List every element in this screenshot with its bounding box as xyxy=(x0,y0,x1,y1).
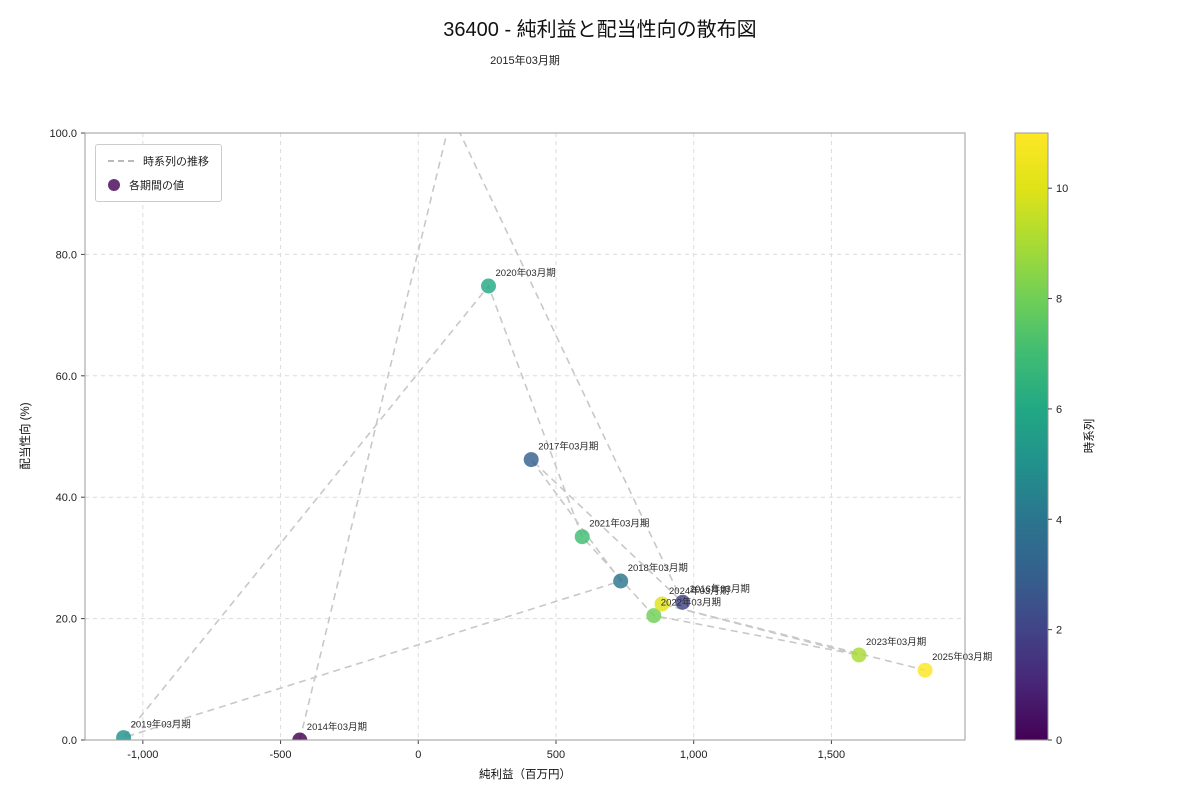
y-tick-label: 40.0 xyxy=(56,492,77,504)
dashed-line-swatch-icon xyxy=(108,160,134,162)
legend-point-label: 各期間の値 xyxy=(129,180,184,192)
point-swatch-icon xyxy=(108,179,120,191)
point-label: 2016年03月期 xyxy=(690,583,750,595)
point-label: 2024年03月期 xyxy=(669,585,729,597)
data-point-2023年03月期[interactable] xyxy=(851,647,867,663)
time-series-line xyxy=(121,133,926,740)
x-tick-label: 1,500 xyxy=(818,749,846,761)
legend-row-line: 時系列の推移 xyxy=(108,153,209,169)
data-point-2014年03月期[interactable] xyxy=(292,732,308,748)
legend-row-point: 各期間の値 xyxy=(108,177,209,193)
colorbar-tick-label: 0 xyxy=(1056,735,1062,747)
y-tick-label: 20.0 xyxy=(56,614,77,626)
data-point-2016年03月期[interactable] xyxy=(675,594,691,610)
legend: 時系列の推移 各期間の値 xyxy=(95,144,222,202)
data-point-2018年03月期[interactable] xyxy=(613,573,629,589)
x-tick-label: 1,000 xyxy=(680,749,708,761)
data-point-2019年03月期[interactable] xyxy=(116,730,132,745)
y-tick-label: 80.0 xyxy=(56,249,77,261)
chart-subtitle: 2015年03月期 xyxy=(490,55,560,67)
point-label: 2023年03月期 xyxy=(866,636,926,648)
colorbar-tick-label: 8 xyxy=(1056,294,1062,306)
data-point-2022年03月期[interactable] xyxy=(646,608,662,624)
x-tick-label: -500 xyxy=(270,749,292,761)
y-axis-label: 配当性向 (%) xyxy=(20,402,32,470)
point-label: 2018年03月期 xyxy=(628,562,688,574)
colorbar-label: 時系列 xyxy=(1084,418,1096,454)
legend-line-label: 時系列の推移 xyxy=(143,156,209,168)
data-point-2021年03月期[interactable] xyxy=(574,529,590,545)
colorbar-tick-label: 6 xyxy=(1056,404,1062,416)
point-label: 2022年03月期 xyxy=(661,597,721,609)
point-label: 2017年03月期 xyxy=(538,441,598,453)
y-tick-label: 100.0 xyxy=(49,128,77,140)
data-point-2020年03月期[interactable] xyxy=(481,278,496,294)
colorbar-tick-label: 10 xyxy=(1056,183,1068,195)
point-label: 2020年03月期 xyxy=(496,267,556,279)
colorbar-tick-label: 2 xyxy=(1056,625,1062,637)
point-label: 2025年03月期 xyxy=(932,651,992,663)
y-tick-label: 60.0 xyxy=(56,371,77,383)
chart-title: 36400 - 純利益と配当性向の散布図 xyxy=(443,19,757,41)
x-tick-label: 500 xyxy=(547,749,565,761)
colorbar-gradient xyxy=(1014,132,1049,741)
y-tick-label: 0.0 xyxy=(62,735,77,747)
plot-border xyxy=(84,132,966,741)
x-axis-label: 純利益（百万円） xyxy=(479,769,571,781)
point-label: 2021年03月期 xyxy=(589,518,649,530)
x-tick-label: 0 xyxy=(415,749,421,761)
data-point-2024年03月期[interactable] xyxy=(654,596,670,612)
data-point-2025年03月期[interactable] xyxy=(917,662,933,678)
point-label: 2019年03月期 xyxy=(131,719,191,731)
x-tick-label: -1,000 xyxy=(127,749,158,761)
point-label: 2014年03月期 xyxy=(307,721,367,733)
data-point-2017年03月期[interactable] xyxy=(523,452,539,468)
data-point-2015年03月期[interactable] xyxy=(444,107,459,122)
colorbar-tick-label: 4 xyxy=(1056,514,1062,526)
